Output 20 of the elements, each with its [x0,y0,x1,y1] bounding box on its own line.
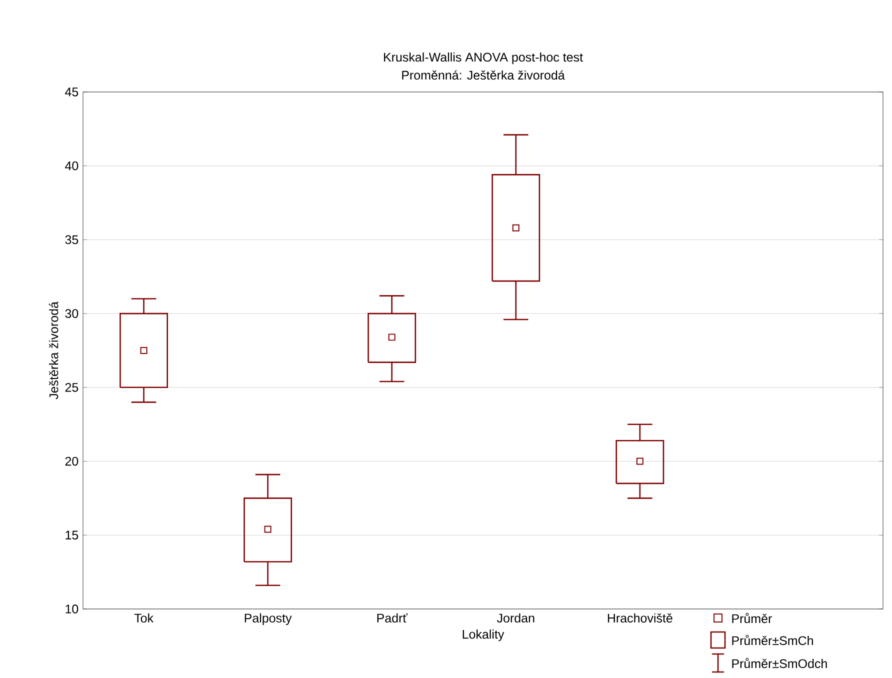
chart-subtitle: Proměnná: Ještěrka živorodá [402,70,565,80]
x-axis-title: Lokality [462,630,504,642]
x-tick-label: Tok [134,613,154,623]
y-tick-label: 45 [65,88,78,96]
text: Průměr±SmCh [732,634,813,646]
y-tick-label: 30 [65,309,78,318]
x-tick-label: Palposty [244,613,292,625]
y-tick-label: 20 [65,456,78,466]
y-tick-label: 40 [65,161,78,170]
y-tick-label: 35 [65,235,78,244]
x-tick-label: Hrachoviště [608,613,672,623]
text: Průměr [732,612,772,624]
y-axis-title: Ještěrka živorodá [48,302,58,400]
y-tick-label: 25 [65,382,78,392]
x-tick-label: Padrť [377,613,408,623]
y-tick-label: 15 [66,530,78,540]
text: Průměr±SmOdch [732,658,827,668]
y-tick-label: 10 [66,604,78,614]
chart-title: Kruskal-Wallis ANOVA post-hoc test [384,52,583,64]
x-tick-label: Jordan [496,613,534,623]
